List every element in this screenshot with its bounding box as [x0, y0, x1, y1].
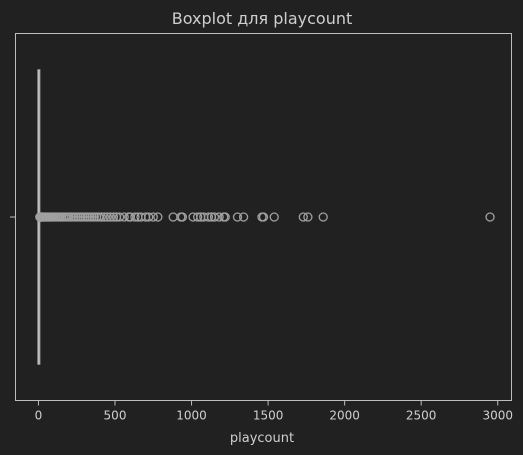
outlier-point: [119, 212, 129, 222]
outlier-point: [203, 212, 214, 222]
outlier-point: [99, 212, 109, 222]
x-tick-label: 1000: [176, 409, 207, 423]
outlier-point: [269, 212, 279, 222]
outlier-point: [214, 212, 224, 222]
x-tick-label: 500: [104, 409, 127, 423]
outlier-point: [298, 212, 308, 222]
outlier-point: [114, 212, 125, 222]
outlier-point: [96, 212, 106, 222]
outlier-point: [238, 212, 249, 222]
x-tick-label: 2000: [329, 409, 360, 423]
x-tick-label: 1500: [253, 409, 284, 423]
outlier-point: [148, 212, 158, 222]
outlier-point: [318, 212, 328, 222]
outlier-point: [108, 212, 119, 222]
outlier-point: [193, 212, 203, 222]
x-tick-label: 2500: [406, 409, 437, 423]
outlier-point: [209, 212, 220, 222]
outlier-point: [177, 212, 188, 222]
outlier-point: [168, 212, 178, 222]
x-tick-label: 3000: [482, 409, 513, 423]
outlier-point: [144, 212, 154, 222]
outlier-point: [485, 212, 495, 222]
x-axis-label: playcount: [230, 431, 294, 446]
outlier-point: [220, 212, 230, 222]
chart-title: Boxplot для playcount: [172, 9, 353, 28]
outlier-point: [232, 212, 243, 222]
outlier-point: [130, 212, 140, 222]
x-axis-ticks: 0 500 1000 1500 2000 2500 3000: [35, 400, 513, 423]
x-tick-label: 0: [35, 409, 43, 423]
outlier-point: [153, 212, 163, 222]
outlier-point: [102, 212, 113, 222]
outlier-point: [105, 212, 116, 222]
outliers-group: [35, 212, 495, 222]
outlier-point: [258, 212, 269, 222]
outlier-point: [303, 212, 313, 222]
